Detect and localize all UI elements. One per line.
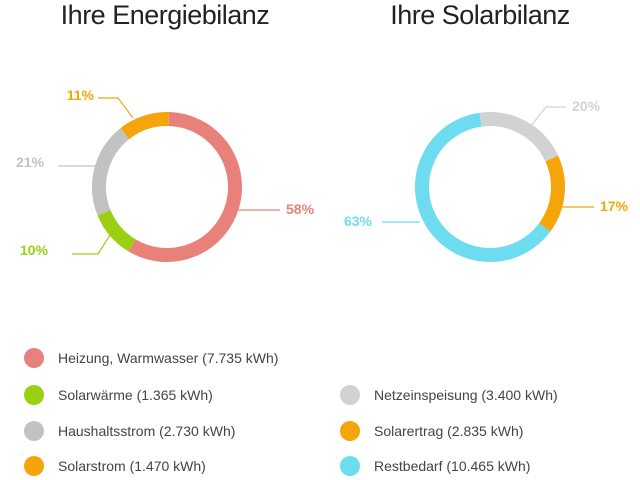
legend-item-restbedarf: Restbedarf (10.465 kWh)	[340, 456, 530, 476]
legend-label: Solarstrom (1.470 kWh)	[58, 458, 206, 474]
legend-label: Solarwärme (1.365 kWh)	[58, 387, 213, 403]
legend-label: Solarertrag (2.835 kWh)	[374, 423, 524, 439]
energy-chart-title: Ihre Energiebilanz	[60, 0, 270, 30]
legend-swatch	[24, 385, 44, 405]
legend-label: Netzeinspeisung (3.400 kWh)	[374, 387, 558, 403]
percent-label-1-2: 63%	[344, 213, 373, 229]
donut-slice-0-3	[120, 112, 169, 140]
legend-label: Haushaltsstrom (2.730 kWh)	[58, 423, 236, 439]
legend-swatch	[24, 456, 44, 476]
donut-slice-1-1	[538, 155, 565, 232]
legend-swatch	[24, 348, 44, 368]
legend-label: Restbedarf (10.465 kWh)	[374, 458, 531, 474]
leader-line-1-0	[529, 106, 566, 128]
legend-item-heizung: Heizung, Warmwasser (7.735 kWh)	[24, 348, 278, 368]
solar-chart-title: Ihre Solarbilanz	[390, 0, 570, 30]
legend-item-netzeinspeisung: Netzeinspeisung (3.400 kWh)	[340, 385, 558, 405]
leader-line-0-1	[72, 231, 113, 255]
donut-slice-0-1	[97, 209, 136, 252]
legend-item-haushaltsstrom: Haushaltsstrom (2.730 kWh)	[24, 421, 235, 441]
legend-swatch	[340, 421, 360, 441]
leader-line-0-3	[98, 97, 134, 119]
percent-label-0-0: 58%	[286, 201, 315, 217]
percent-label-0-1: 10%	[20, 242, 49, 258]
legend-swatch	[340, 385, 360, 405]
donut-slice-1-0	[479, 112, 559, 162]
legend-label: Heizung, Warmwasser (7.735 kWh)	[58, 350, 279, 366]
legend-swatch	[24, 421, 44, 441]
percent-label-1-0: 20%	[572, 98, 601, 114]
donut-slice-1-2	[415, 112, 551, 262]
legend-item-solarertrag: Solarertrag (2.835 kWh)	[340, 421, 523, 441]
donut-slice-0-0	[128, 112, 242, 262]
percent-label-0-3: 11%	[67, 87, 95, 103]
donut-slice-0-2	[92, 128, 130, 216]
legend-item-solarstrom: Solarstrom (1.470 kWh)	[24, 456, 206, 476]
legend-swatch	[340, 456, 360, 476]
percent-label-0-2: 21%	[16, 154, 45, 170]
percent-label-1-1: 17%	[600, 198, 629, 214]
legend-item-solarwaerme: Solarwärme (1.365 kWh)	[24, 385, 213, 405]
